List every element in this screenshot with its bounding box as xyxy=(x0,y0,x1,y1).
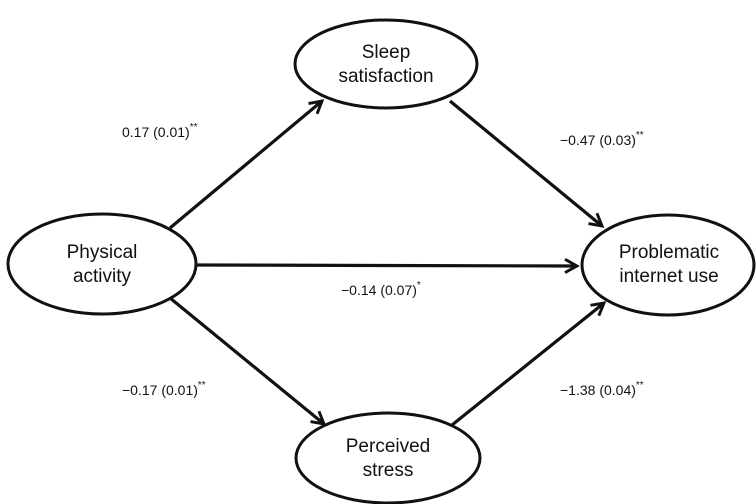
node-sleep-satisfaction: Sleep satisfaction xyxy=(293,18,479,110)
node-perceived-stress: Perceived stress xyxy=(294,411,482,504)
node-problematic-internet-use: Problematic internet use xyxy=(580,213,756,317)
sig-physical-to-sleep: ** xyxy=(190,122,198,133)
edge-label-sleep-to-problematic: −0.47 (0.03)** xyxy=(560,130,644,148)
node-physical-activity: Physical activity xyxy=(6,212,198,316)
arrow-physical-to-sleep xyxy=(168,101,322,230)
node-stress-line1: Perceived xyxy=(346,436,431,457)
arrow-stress-to-problematic xyxy=(450,303,604,427)
coef-physical-to-sleep: 0.17 (0.01) xyxy=(122,124,190,140)
node-sleep-line2: satisfaction xyxy=(338,66,433,87)
edge-label-stress-to-problematic: −1.38 (0.04)** xyxy=(560,380,644,398)
coef-physical-to-stress: −0.17 (0.01) xyxy=(122,382,198,398)
node-stress-line2: stress xyxy=(363,460,414,481)
edge-label-physical-to-stress: −0.17 (0.01)** xyxy=(122,380,206,398)
arrow-sleep-to-problematic xyxy=(448,99,602,226)
node-physical-line1: Physical xyxy=(67,242,138,263)
arrow-physical-to-problematic xyxy=(194,265,577,266)
edge-label-physical-to-problematic: −0.14 (0.07)* xyxy=(341,280,421,298)
sig-physical-to-problematic: * xyxy=(417,280,421,291)
sig-sleep-to-problematic: ** xyxy=(636,130,644,141)
coef-sleep-to-problematic: −0.47 (0.03) xyxy=(560,132,636,148)
edge-label-physical-to-sleep: 0.17 (0.01)** xyxy=(122,122,198,140)
node-sleep-line1: Sleep xyxy=(362,42,411,63)
coef-physical-to-problematic: −0.14 (0.07) xyxy=(341,282,417,298)
node-problematic-line1: Problematic xyxy=(619,242,719,263)
sig-physical-to-stress: ** xyxy=(198,380,206,391)
node-physical-line2: activity xyxy=(73,266,132,287)
coef-stress-to-problematic: −1.38 (0.04) xyxy=(560,382,636,398)
node-problematic-line2: internet use xyxy=(619,266,718,287)
sig-stress-to-problematic: ** xyxy=(636,380,644,391)
arrow-physical-to-stress xyxy=(168,296,324,424)
